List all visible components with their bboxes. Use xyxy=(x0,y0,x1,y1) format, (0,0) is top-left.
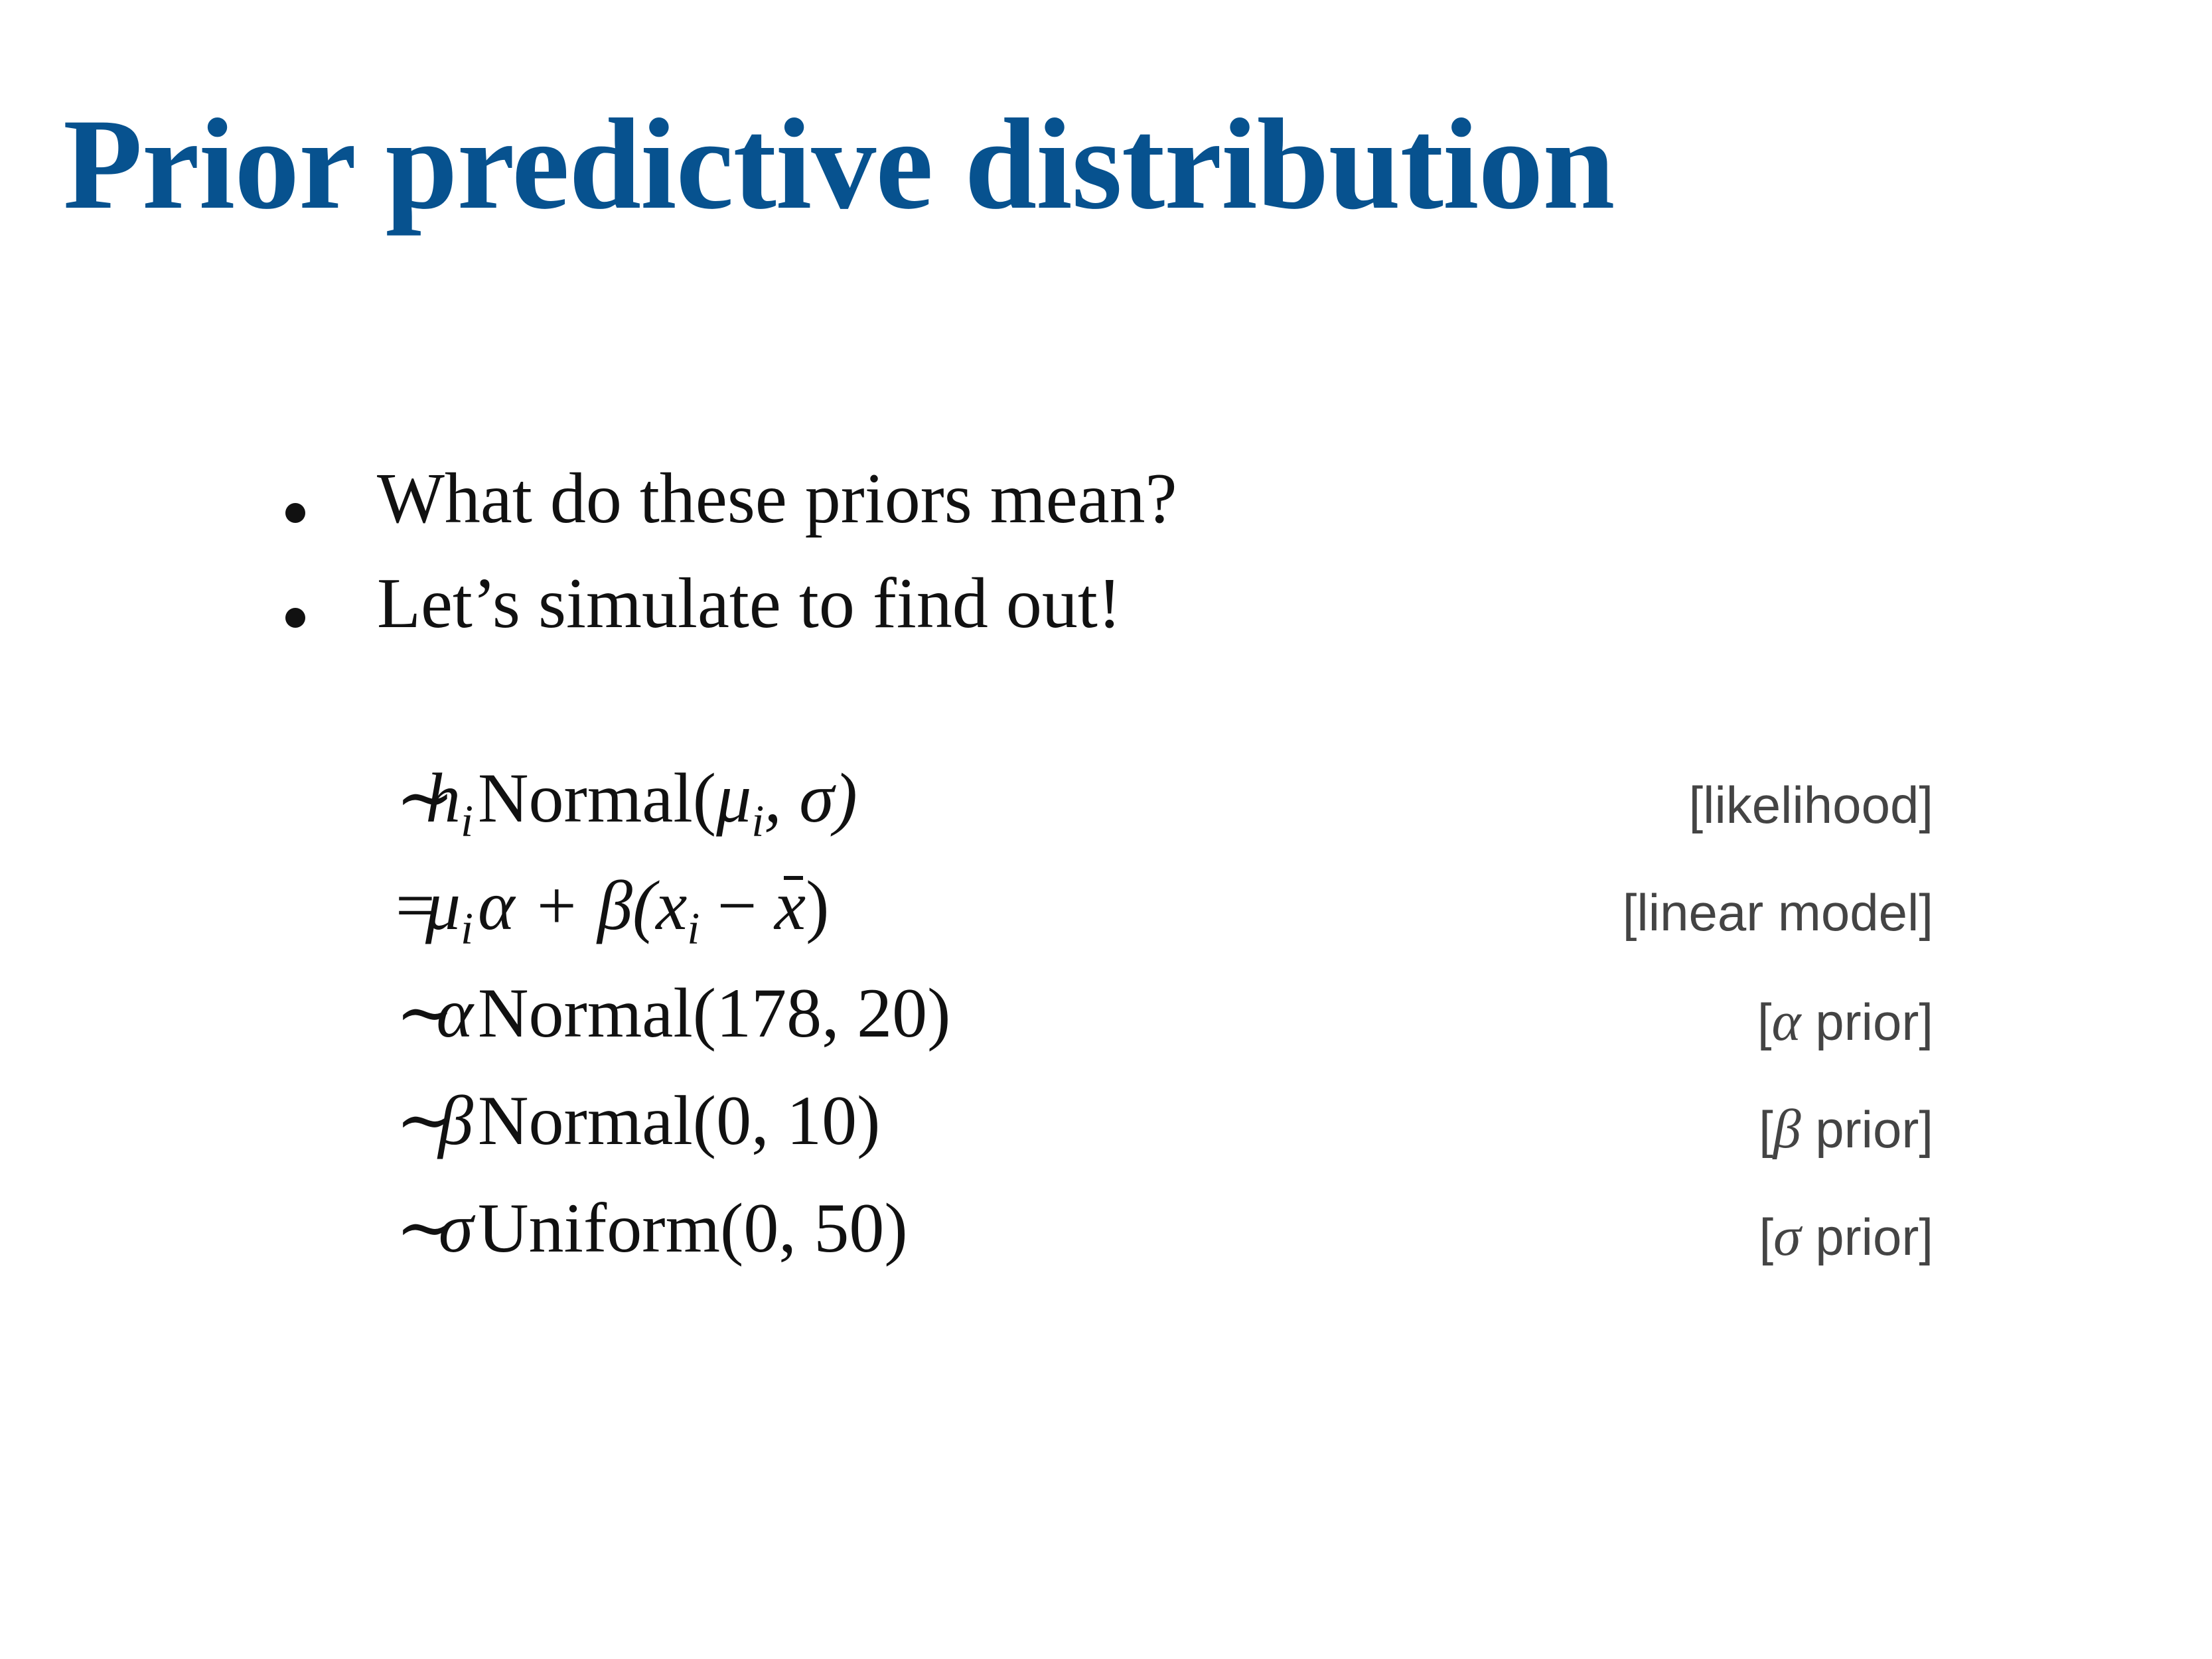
equation-comment: [likelihood] xyxy=(1688,776,1933,834)
equation-beta-prior: β ∼ Normal(0, 10) [β prior] xyxy=(0,1072,2212,1180)
equation-operator: ∼ xyxy=(396,1189,455,1267)
equation-comment: [linear model] xyxy=(1622,883,1933,942)
equation-lhs: β xyxy=(438,1082,473,1159)
equation-likelihood: hi ∼ Normal(μi, σ) [likelihood] xyxy=(0,750,2212,857)
equation-rhs: Uniform(0, 50) xyxy=(478,1189,908,1267)
equation-comment: [β prior] xyxy=(1759,1098,1933,1160)
slide-title: Prior predictive distribution xyxy=(63,92,1615,236)
bullet-text: Let’s simulate to find out! xyxy=(377,564,1122,643)
x-bar-symbol: x xyxy=(774,867,806,944)
equation-lhs: μi xyxy=(425,867,473,954)
equation-rhs: α + β(xi − x) xyxy=(478,867,830,954)
equation-sigma-prior: σ ∼ Uniform(0, 50) [σ prior] xyxy=(0,1180,2212,1287)
bullet-dot-icon xyxy=(285,608,305,628)
equation-operator: ∼ xyxy=(396,974,455,1052)
equation-lhs: hi xyxy=(425,759,473,846)
model-equations: hi ∼ Normal(μi, σ) [likelihood] μi = α +… xyxy=(0,750,2212,1287)
equation-operator: ∼ xyxy=(396,759,455,837)
equation-lhs: σ xyxy=(438,1189,473,1267)
equation-rhs: Normal(178, 20) xyxy=(478,974,951,1052)
equation-linear-model: μi = α + β(xi − x) [linear model] xyxy=(0,857,2212,965)
equation-rhs: Normal(μi, σ) xyxy=(478,759,857,846)
equation-alpha-prior: α ∼ Normal(178, 20) [α prior] xyxy=(0,965,2212,1072)
equation-operator: = xyxy=(396,867,435,944)
equation-comment: [σ prior] xyxy=(1759,1206,1934,1267)
equation-operator: ∼ xyxy=(396,1082,455,1159)
equation-comment: [α prior] xyxy=(1757,991,1933,1052)
equation-lhs: α xyxy=(436,974,473,1052)
equation-rhs: Normal(0, 10) xyxy=(478,1082,881,1159)
bullet-dot-icon xyxy=(285,503,305,523)
bullet-text: What do these priors mean? xyxy=(377,459,1177,538)
